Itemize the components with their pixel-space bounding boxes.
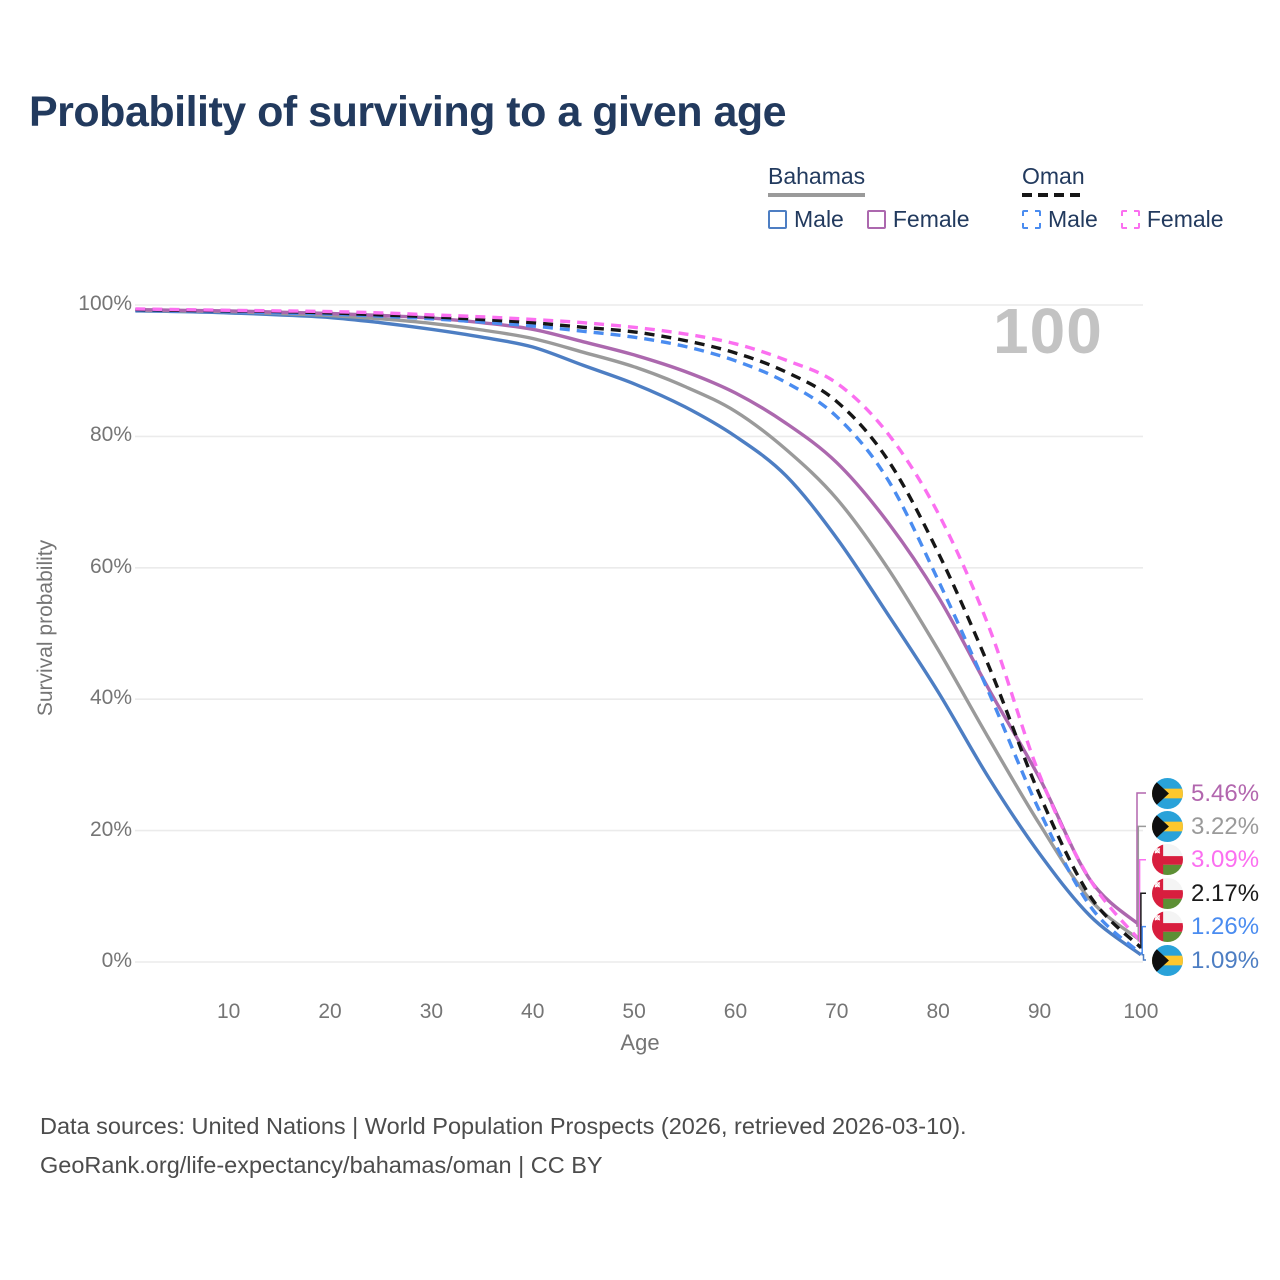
leader-line — [1141, 954, 1146, 961]
footer-attribution: GeoRank.org/life-expectancy/bahamas/oman… — [40, 1152, 603, 1178]
end-value-label: 5.46% — [1191, 779, 1260, 807]
oman-line-sample — [1022, 193, 1085, 197]
legend-group-bahamas: Bahamas Male Female — [768, 163, 970, 233]
series-oman-female-line — [135, 307, 1143, 943]
oman-flag — [1152, 844, 1183, 876]
end-value-label: 2.17% — [1191, 879, 1260, 907]
x-tick-label: 10 — [216, 1000, 241, 1023]
bahamas-flag-icon — [1152, 777, 1183, 809]
oman-flag-icon — [1152, 877, 1183, 909]
bahamas-line-sample — [768, 193, 865, 197]
x-tick-label: 40 — [521, 1000, 545, 1023]
footer: Data sources: United Nations | World Pop… — [40, 1107, 967, 1185]
bahamas-female-swatch-icon — [866, 210, 886, 229]
end-value-label: 3.22% — [1191, 812, 1260, 840]
x-tick-label: 90 — [1027, 1000, 1052, 1023]
series-bahamas-female-line — [135, 307, 1143, 928]
y-tick-label: 100% — [78, 292, 132, 315]
y-tick-label: 40% — [89, 686, 132, 710]
footer-sources: Data sources: United Nations | World Pop… — [40, 1113, 967, 1139]
x-tick-label: 50 — [622, 1000, 646, 1023]
page-title: Probability of surviving to a given age — [29, 88, 787, 136]
bahamas-male-swatch-icon — [768, 210, 787, 229]
y-tick-label: 80% — [89, 423, 132, 447]
oman-female-swatch-icon — [1120, 210, 1140, 229]
oman-flag — [1152, 911, 1183, 943]
legend-group-title-oman: Oman — [1022, 163, 1085, 189]
bahamas-flag — [1152, 810, 1183, 842]
x-axis-title: Age — [620, 1030, 660, 1055]
bahamas-flag — [1152, 944, 1183, 976]
end-value-label: 3.09% — [1191, 846, 1260, 874]
legend-group-title-bahamas: Bahamas — [768, 163, 866, 189]
end-value-label: 1.26% — [1191, 913, 1260, 941]
bahamas-flag-icon — [1152, 810, 1183, 842]
legend-group-oman: Oman Male Female — [1022, 163, 1224, 233]
bahamas-flag-icon — [1152, 944, 1183, 976]
bahamas-flag — [1152, 777, 1183, 809]
legend-item-oman-female[interactable]: Female — [1120, 206, 1224, 233]
legend-item-label: Female — [892, 206, 970, 232]
x-tick-label: 60 — [723, 1000, 748, 1023]
legend-item-oman-male[interactable]: Male — [1022, 206, 1098, 233]
watermark: 100 — [993, 295, 1103, 367]
oman-flag-icon — [1152, 911, 1183, 943]
oman-flag — [1152, 877, 1183, 909]
x-tick-label: 70 — [825, 1000, 849, 1023]
oman-flag-icon — [1152, 844, 1183, 876]
x-tick-label: 20 — [318, 1000, 342, 1023]
y-tick-label: 20% — [89, 817, 132, 841]
legend-item-label: Male — [794, 206, 844, 232]
legend-item-label: Female — [1146, 206, 1224, 232]
x-tick-label: 30 — [419, 1000, 444, 1023]
x-tick-label: 100 — [1123, 1000, 1159, 1023]
leader-line — [1141, 925, 1146, 955]
legend-item-bahamas-female[interactable]: Female — [866, 206, 970, 233]
leader-line — [1140, 892, 1146, 949]
legend-item-label: Male — [1048, 206, 1098, 232]
series-bahamas-both-line — [135, 308, 1142, 943]
y-tick-label: 60% — [89, 554, 132, 578]
x-tick-label: 80 — [926, 1000, 950, 1023]
legend-item-bahamas-male[interactable]: Male — [768, 206, 844, 233]
end-value-label: 1.09% — [1191, 946, 1260, 974]
y-tick-label: 0% — [101, 949, 132, 972]
oman-male-swatch-icon — [1022, 210, 1041, 229]
